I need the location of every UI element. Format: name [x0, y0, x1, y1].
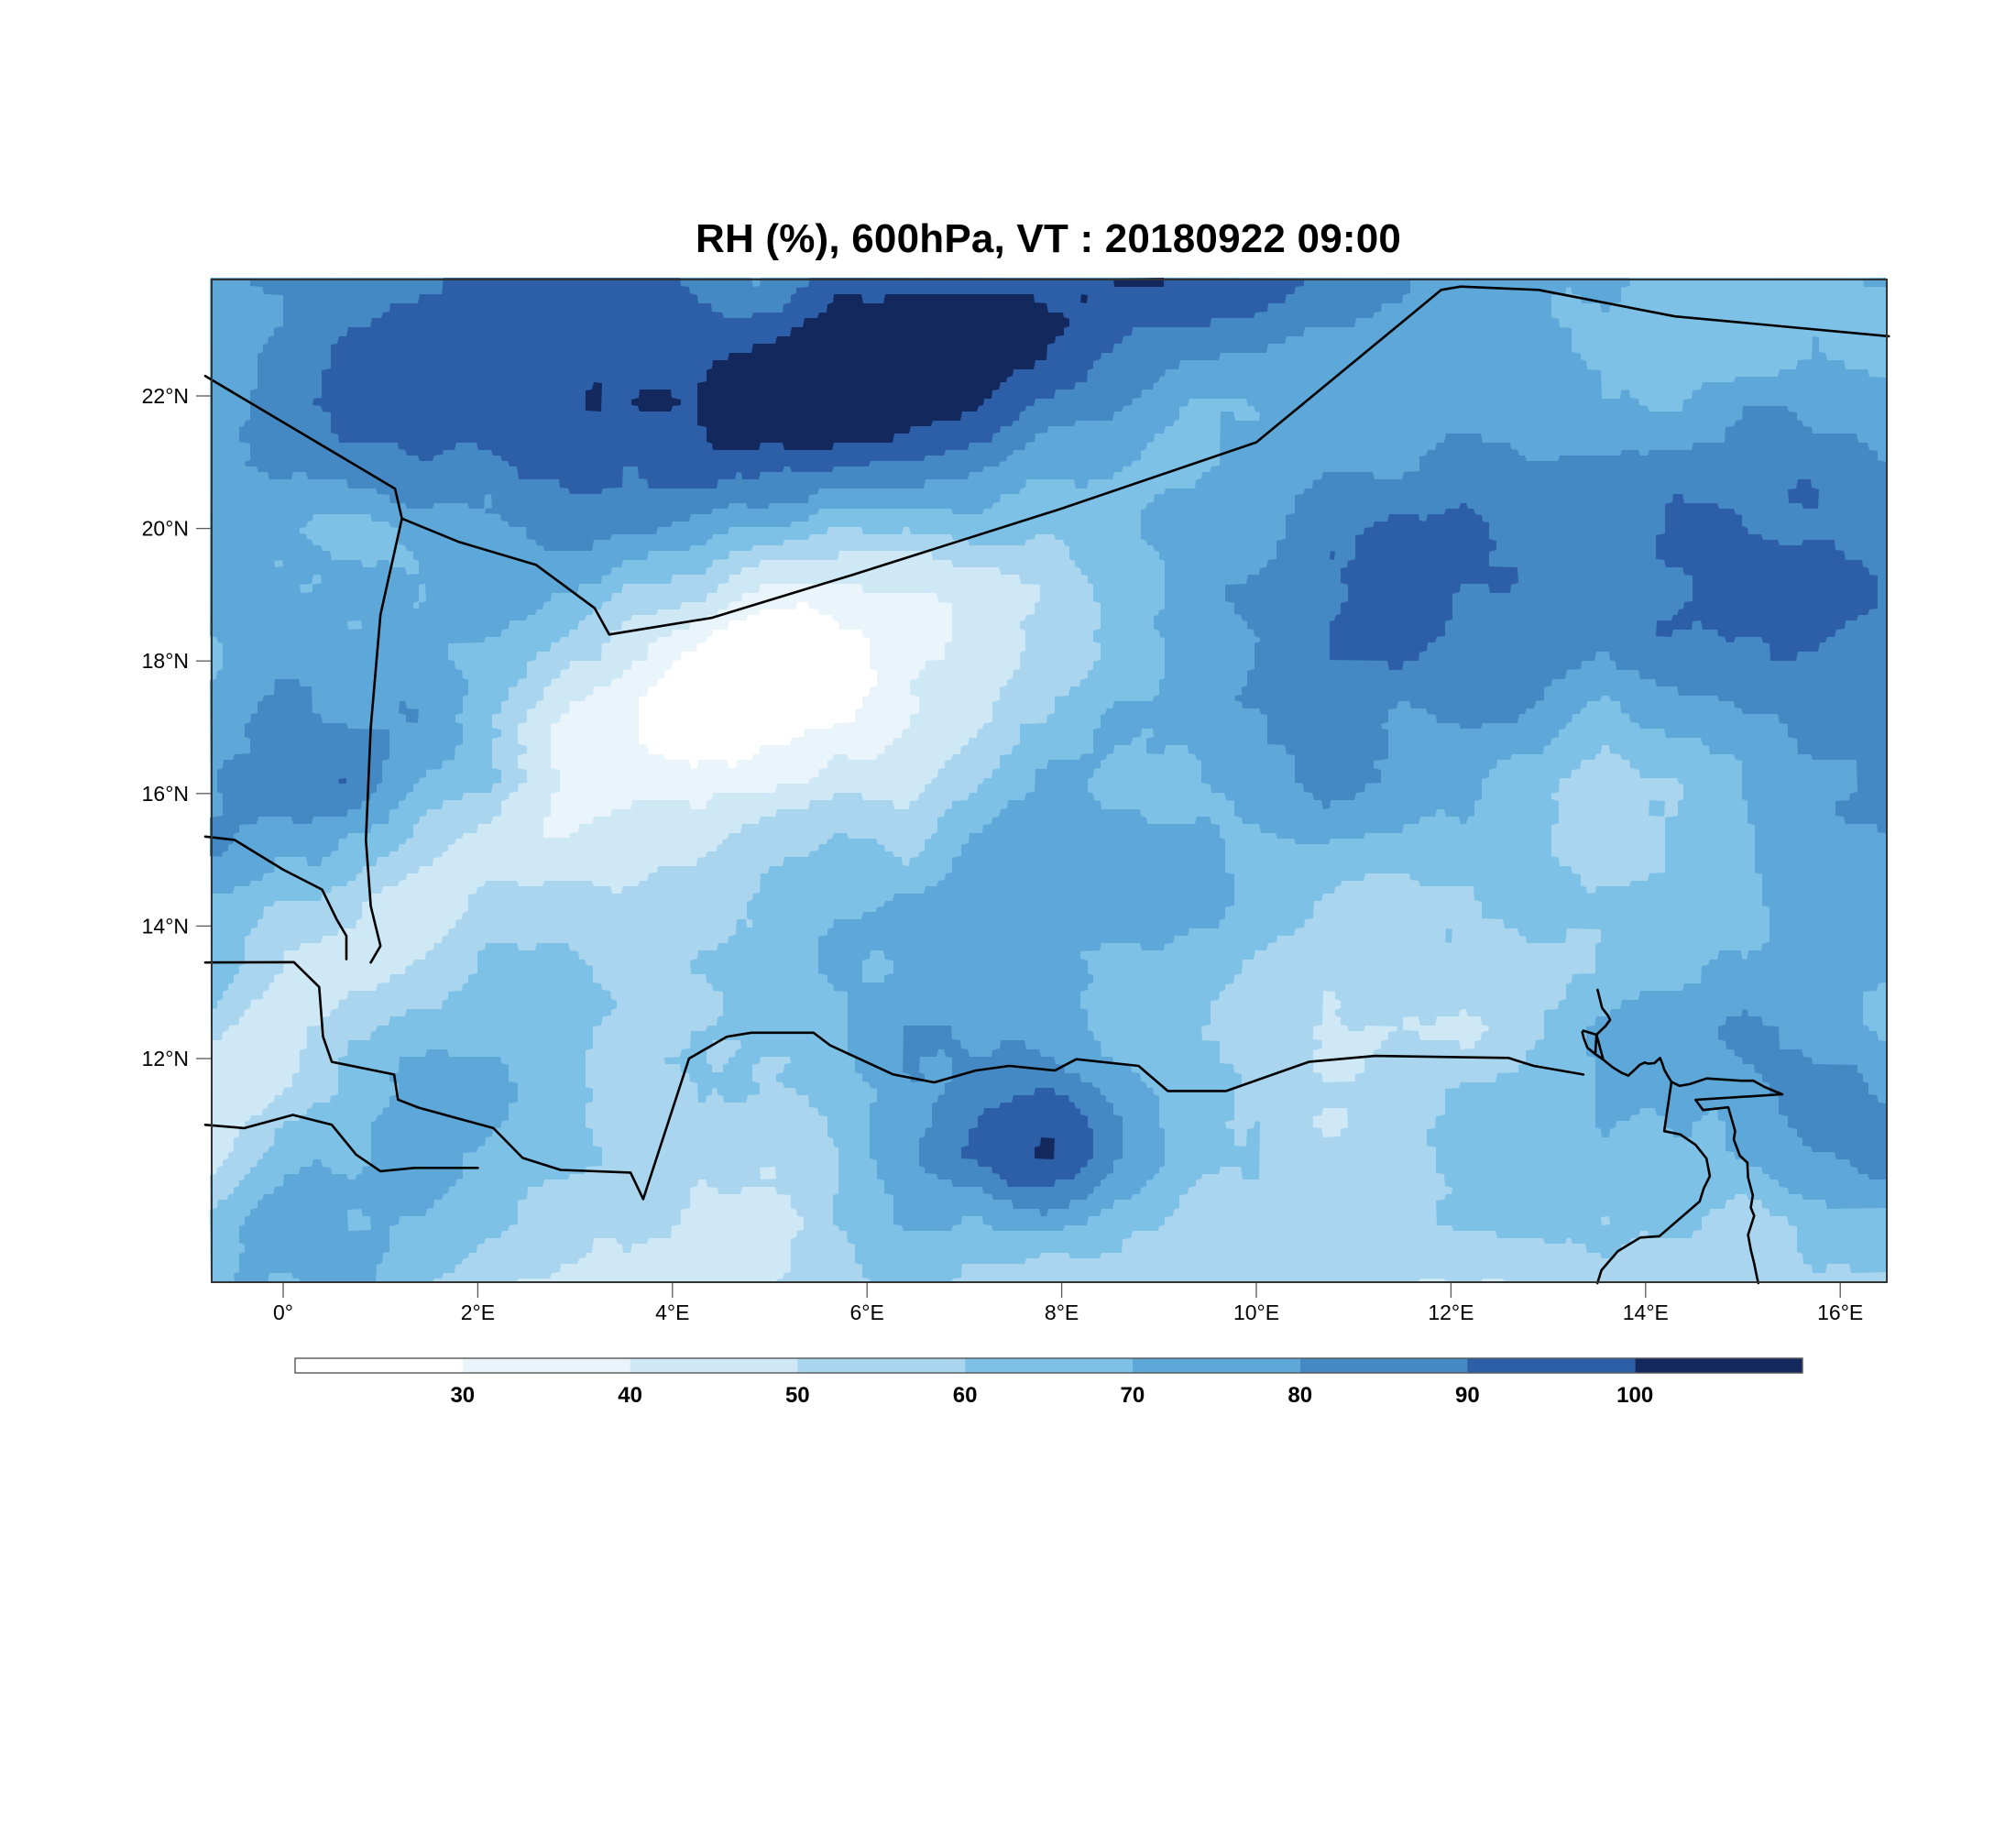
svg-text:60: 60 [953, 1383, 978, 1408]
svg-text:100: 100 [1616, 1383, 1653, 1408]
svg-text:80: 80 [1287, 1383, 1312, 1408]
svg-text:30: 30 [450, 1383, 475, 1408]
svg-text:70: 70 [1121, 1383, 1145, 1408]
svg-text:40: 40 [618, 1383, 642, 1408]
svg-text:90: 90 [1455, 1383, 1480, 1408]
svg-text:50: 50 [785, 1383, 810, 1408]
